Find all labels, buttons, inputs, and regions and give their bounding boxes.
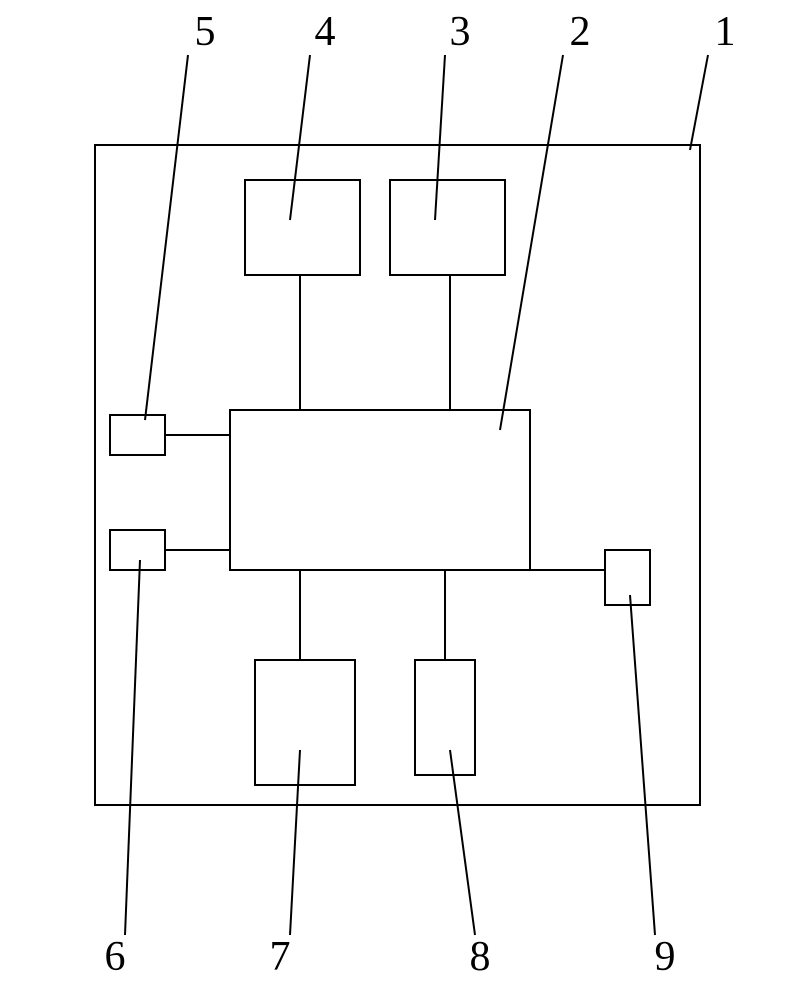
label-3: 3 [450, 9, 471, 55]
block-top_right [390, 180, 505, 275]
block-bot_left [255, 660, 355, 785]
block-right [605, 550, 650, 605]
block-bot_right [415, 660, 475, 775]
label-6: 6 [105, 934, 126, 980]
block-top_left [245, 180, 360, 275]
label-9: 9 [655, 934, 676, 980]
label-2: 2 [570, 9, 591, 55]
label-1: 1 [715, 9, 736, 55]
label-4: 4 [315, 9, 336, 55]
label-7: 7 [270, 934, 291, 980]
label-5: 5 [195, 9, 216, 55]
label-8: 8 [470, 934, 491, 980]
block-left_lower [110, 530, 165, 570]
block-central [230, 410, 530, 570]
block-left_upper [110, 415, 165, 455]
block-diagram: 5 4 3 2 1 6 7 8 9 [0, 0, 795, 1000]
